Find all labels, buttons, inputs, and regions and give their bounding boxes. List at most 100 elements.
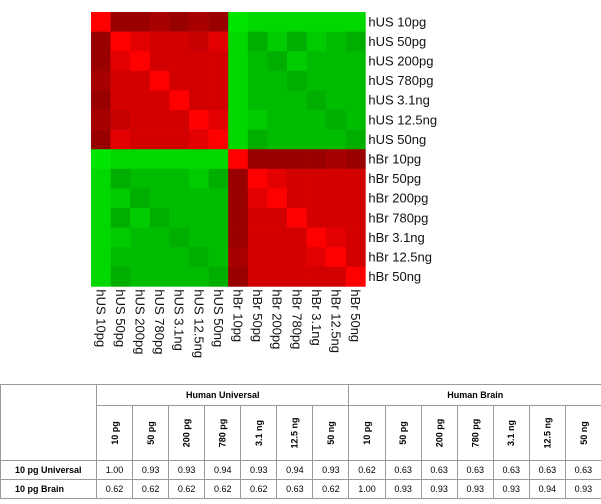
- table-cell: 0.62: [312, 479, 350, 499]
- heatmap-cell: [149, 129, 170, 150]
- heatmap-cell: [110, 168, 131, 189]
- table-cell: 1.00: [348, 479, 386, 499]
- heatmap-cell: [306, 110, 327, 130]
- table-cell: 0.62: [348, 460, 386, 480]
- heatmap-cell: [228, 12, 249, 32]
- heatmap-column-label: hBr 50ng: [348, 289, 363, 342]
- heatmap-cell: [228, 266, 249, 287]
- heatmap-cell: [345, 266, 366, 287]
- heatmap-cell: [110, 110, 131, 130]
- heatmap-cell: [189, 12, 209, 32]
- heatmap-cell: [247, 110, 268, 130]
- heatmap-cell: [110, 266, 131, 287]
- heatmap-cell: [110, 31, 131, 52]
- heatmap-cell: [189, 90, 209, 111]
- heatmap-cell: [326, 70, 347, 91]
- heatmap-cell: [208, 227, 229, 248]
- heatmap-cell: [189, 70, 209, 91]
- table-column-header-label: 50 pg: [145, 421, 156, 445]
- heatmap-cell: [110, 51, 131, 72]
- table-column-header: 10 pg: [95, 405, 134, 461]
- heatmap-cells: [91, 12, 366, 287]
- table-column-header-row: 10 pg 50 pg 200 pg 780 pg 3.1 ng 12.5 ng 50 ng…: [1, 405, 601, 461]
- heatmap-row-label: hBr 50pg: [368, 171, 421, 186]
- heatmap-cell: [326, 31, 347, 52]
- table-cell: 0.63: [564, 460, 601, 480]
- heatmap-cell: [189, 188, 209, 209]
- heatmap-cell: [326, 129, 347, 150]
- heatmap-cell: [149, 149, 170, 170]
- heatmap-row-label: hBr 3.1ng: [368, 230, 424, 245]
- heatmap-cell: [267, 266, 288, 287]
- heatmap-cell: [326, 90, 347, 111]
- table-cell: 0.93: [420, 479, 458, 499]
- heatmap-cell: [267, 70, 288, 91]
- table-cell: 0.62: [204, 479, 242, 499]
- heatmap-cell: [91, 129, 111, 150]
- heatmap-cell: [149, 188, 170, 209]
- heatmap-row-label: hUS 200pg: [368, 54, 433, 69]
- heatmap-cell: [306, 247, 327, 268]
- table-column-header-label: 200 pg: [434, 418, 445, 448]
- table-column-header-label: 10 pg: [362, 421, 373, 445]
- heatmap-cell: [287, 129, 307, 150]
- heatmap-cell: [267, 188, 288, 209]
- table-cell: 0.93: [384, 479, 422, 499]
- heatmap-cell: [130, 51, 151, 72]
- table-row: 10 pg Brain 0.62 0.62 0.62 0.62 0.62 0.63 0.62 1…: [0, 479, 601, 499]
- heatmap-cell: [130, 31, 151, 52]
- heatmap-cell: [91, 110, 111, 130]
- table-row-label: 10 pg Brain: [0, 479, 97, 499]
- heatmap-cell: [287, 188, 307, 209]
- heatmap-cell: [149, 90, 170, 111]
- heatmap-cell: [189, 51, 209, 72]
- heatmap-cell: [228, 70, 249, 91]
- heatmap-cell: [169, 266, 190, 287]
- table-cell: 0.94: [276, 460, 314, 480]
- heatmap-cell: [189, 149, 209, 170]
- table-cell: 0.93: [456, 479, 494, 499]
- table-row: 10 pg Universal 1.00 0.93 0.93 0.94 0.93 0.94 0…: [0, 460, 601, 480]
- table-corner-cell: [0, 384, 97, 461]
- heatmap-cell: [130, 168, 151, 189]
- heatmap-cell: [169, 51, 190, 72]
- table-column-header-label: 780 pg: [217, 418, 228, 448]
- heatmap-cell: [189, 129, 209, 150]
- heatmap-cell: [189, 110, 209, 130]
- heatmap-cell: [345, 31, 366, 52]
- heatmap-cell: [287, 31, 307, 52]
- heatmap-cell: [169, 129, 190, 150]
- heatmap-cell: [345, 208, 366, 228]
- table-cell: 0.94: [528, 479, 566, 499]
- heatmap-cell: [110, 208, 131, 228]
- table-cell: 0.93: [132, 460, 170, 480]
- heatmap-cell: [287, 208, 307, 228]
- heatmap-cell: [228, 51, 249, 72]
- heatmap-cell: [287, 266, 307, 287]
- heatmap-cell: [287, 70, 307, 91]
- heatmap-cell: [326, 247, 347, 268]
- heatmap-cell: [267, 149, 288, 170]
- heatmap-cell: [91, 247, 111, 268]
- heatmap-cell: [169, 149, 190, 170]
- heatmap-cell: [130, 227, 151, 248]
- heatmap-cell: [110, 70, 131, 91]
- heatmap-row-label: hBr 780pg: [368, 210, 428, 225]
- heatmap-cell: [287, 90, 307, 111]
- heatmap-cell: [345, 51, 366, 72]
- heatmap-cell: [91, 208, 111, 228]
- heatmap-cell: [247, 70, 268, 91]
- table-cell: 0.93: [240, 460, 278, 480]
- heatmap-cell: [326, 12, 347, 32]
- heatmap-cell: [247, 12, 268, 32]
- heatmap-cell: [110, 149, 131, 170]
- heatmap-cell: [149, 110, 170, 130]
- heatmap-column-label: hUS 12.5ng: [191, 289, 206, 358]
- heatmap-cell: [306, 188, 327, 209]
- heatmap-cell: [149, 168, 170, 189]
- heatmap-cell: [228, 227, 249, 248]
- heatmap-cell: [149, 227, 170, 248]
- heatmap-cell: [91, 188, 111, 209]
- heatmap-cell: [326, 188, 347, 209]
- heatmap-cell: [228, 208, 249, 228]
